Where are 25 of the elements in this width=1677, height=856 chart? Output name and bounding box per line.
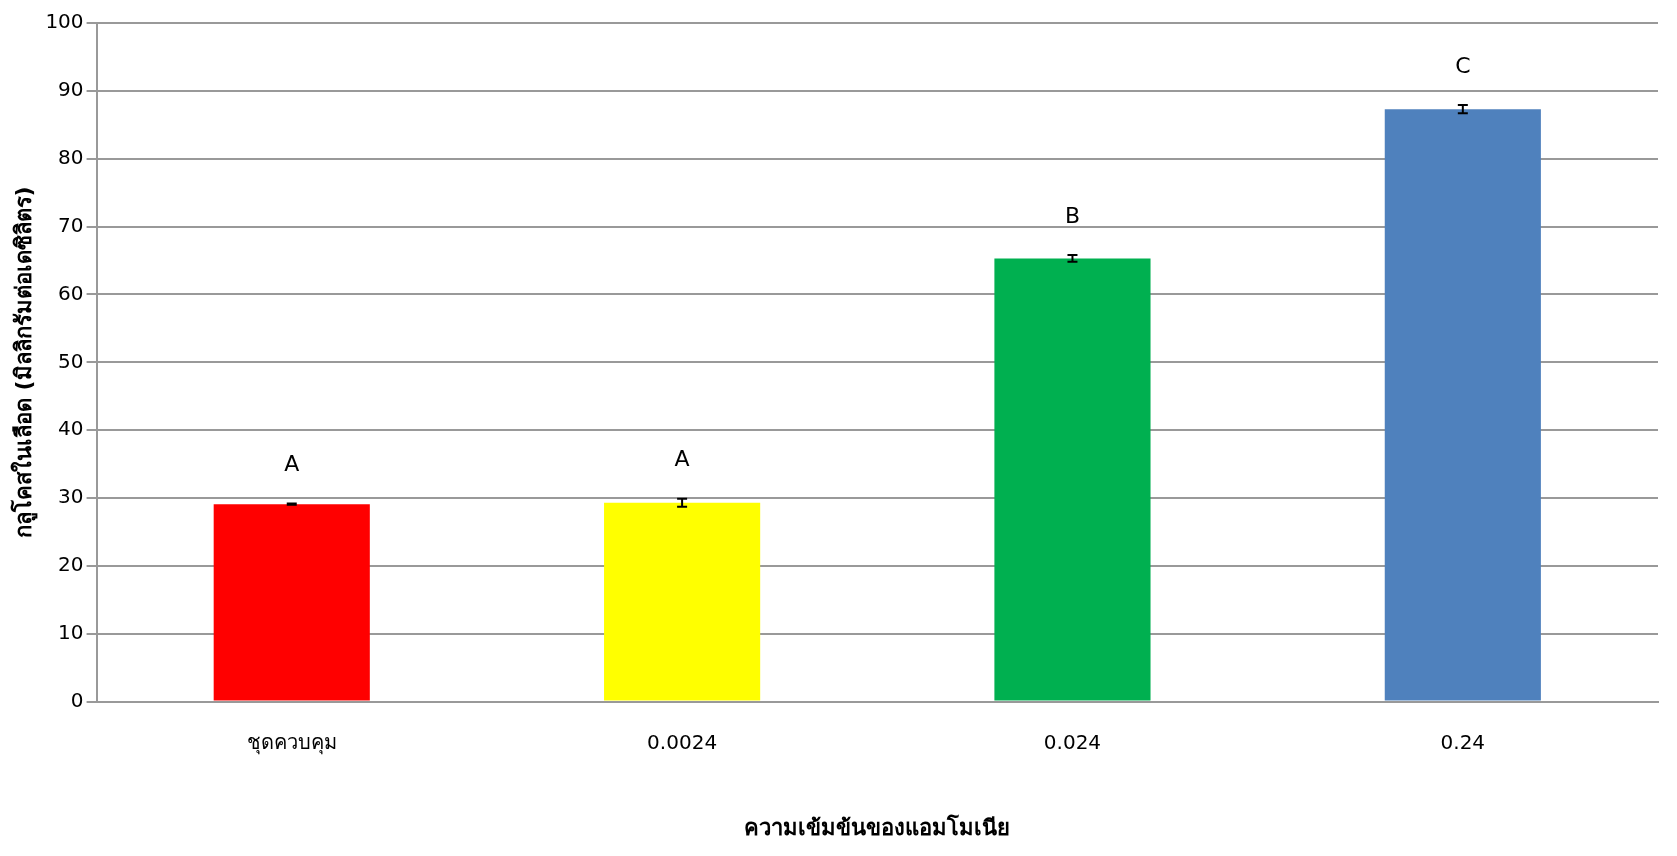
annotation: A <box>284 451 300 477</box>
y-tick-label: 90 <box>58 77 84 102</box>
y-tick-label: 60 <box>58 280 84 305</box>
x-tick-label: 0.24 <box>1440 729 1486 754</box>
annotation: B <box>1064 202 1081 228</box>
y-tick-label: 80 <box>58 144 84 169</box>
bar <box>213 504 370 701</box>
y-tick-label: 40 <box>58 416 84 441</box>
annotation: C <box>1455 52 1471 78</box>
annotation: A <box>674 446 690 472</box>
x-axis-title: ความเข้มข้นของแอมโมเนีย <box>744 813 1011 840</box>
x-tick-label: ชุดควบคุม <box>246 729 337 755</box>
x-tick-label: 0.024 <box>1043 729 1102 754</box>
x-tick-label: 0.0024 <box>647 729 718 754</box>
bar <box>994 258 1151 701</box>
y-tick-label: 70 <box>58 212 84 237</box>
y-tick-label: 10 <box>58 619 84 644</box>
y-tick-label: 30 <box>58 484 84 509</box>
bar <box>604 502 761 701</box>
bar <box>1384 109 1541 701</box>
y-tick-label: 100 <box>45 9 84 34</box>
y-axis-title: กลูโคสในเลือด (มิลลิกรัมต่อเดซิลิตร) <box>9 186 38 539</box>
y-tick-label: 20 <box>58 552 84 577</box>
y-tick-label: 0 <box>70 687 84 712</box>
y-tick-label: 50 <box>58 348 84 373</box>
